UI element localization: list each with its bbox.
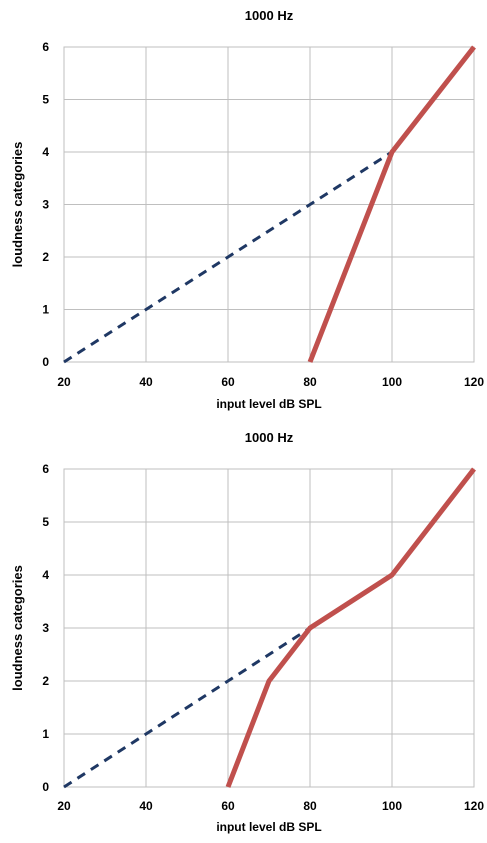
grid — [63, 46, 475, 363]
x-tick-label: 80 — [303, 799, 317, 813]
y-tick-label: 2 — [42, 250, 49, 264]
y-tick-label: 0 — [42, 780, 49, 794]
y-tick-label: 3 — [42, 621, 49, 635]
y-axis-label: loudness categories — [10, 142, 25, 268]
y-tick-label: 6 — [42, 462, 49, 476]
x-tick-label: 20 — [57, 799, 71, 813]
x-axis-label: input level dB SPL — [216, 397, 321, 411]
y-tick-label: 6 — [42, 40, 49, 54]
y-tick-label: 5 — [42, 93, 49, 107]
x-tick-label: 60 — [221, 799, 235, 813]
x-tick-label: 100 — [382, 375, 402, 389]
x-tick-label: 20 — [57, 375, 71, 389]
plot-area — [63, 46, 475, 363]
y-tick-label: 1 — [42, 727, 49, 741]
chart-bottom: 1000 Hz 20 40 60 80 100 120 0 1 2 3 4 5 6 input level … — [10, 430, 484, 834]
y-tick-label: 3 — [42, 198, 49, 212]
y-axis-label: loudness categories — [10, 565, 25, 691]
dashed-series-line — [63, 626, 311, 789]
y-tick-label: 2 — [42, 674, 49, 688]
x-tick-label: 80 — [303, 375, 317, 389]
y-tick-label: 5 — [42, 515, 49, 529]
x-tick-label: 100 — [382, 799, 402, 813]
chart-title: 1000 Hz — [245, 8, 294, 23]
x-tick-label: 40 — [139, 799, 153, 813]
solid-series-line — [225, 467, 476, 788]
plot-area — [63, 468, 475, 788]
y-tick-label: 1 — [42, 303, 49, 317]
x-tick-label: 120 — [464, 799, 484, 813]
chart-title: 1000 Hz — [245, 430, 294, 445]
grid — [63, 468, 475, 788]
x-tick-label: 60 — [221, 375, 235, 389]
x-tick-label: 40 — [139, 375, 153, 389]
solid-series-line — [307, 45, 476, 363]
y-tick-label: 4 — [42, 568, 49, 582]
x-axis-label: input level dB SPL — [216, 820, 321, 834]
y-tick-label: 4 — [42, 145, 49, 159]
chart-top: 1000 Hz 20 40 60 80 100 120 0 1 2 3 4 5 6 input level … — [10, 8, 484, 411]
x-tick-label: 120 — [464, 375, 484, 389]
dashed-series-line — [63, 150, 393, 364]
y-tick-label: 0 — [42, 355, 49, 369]
